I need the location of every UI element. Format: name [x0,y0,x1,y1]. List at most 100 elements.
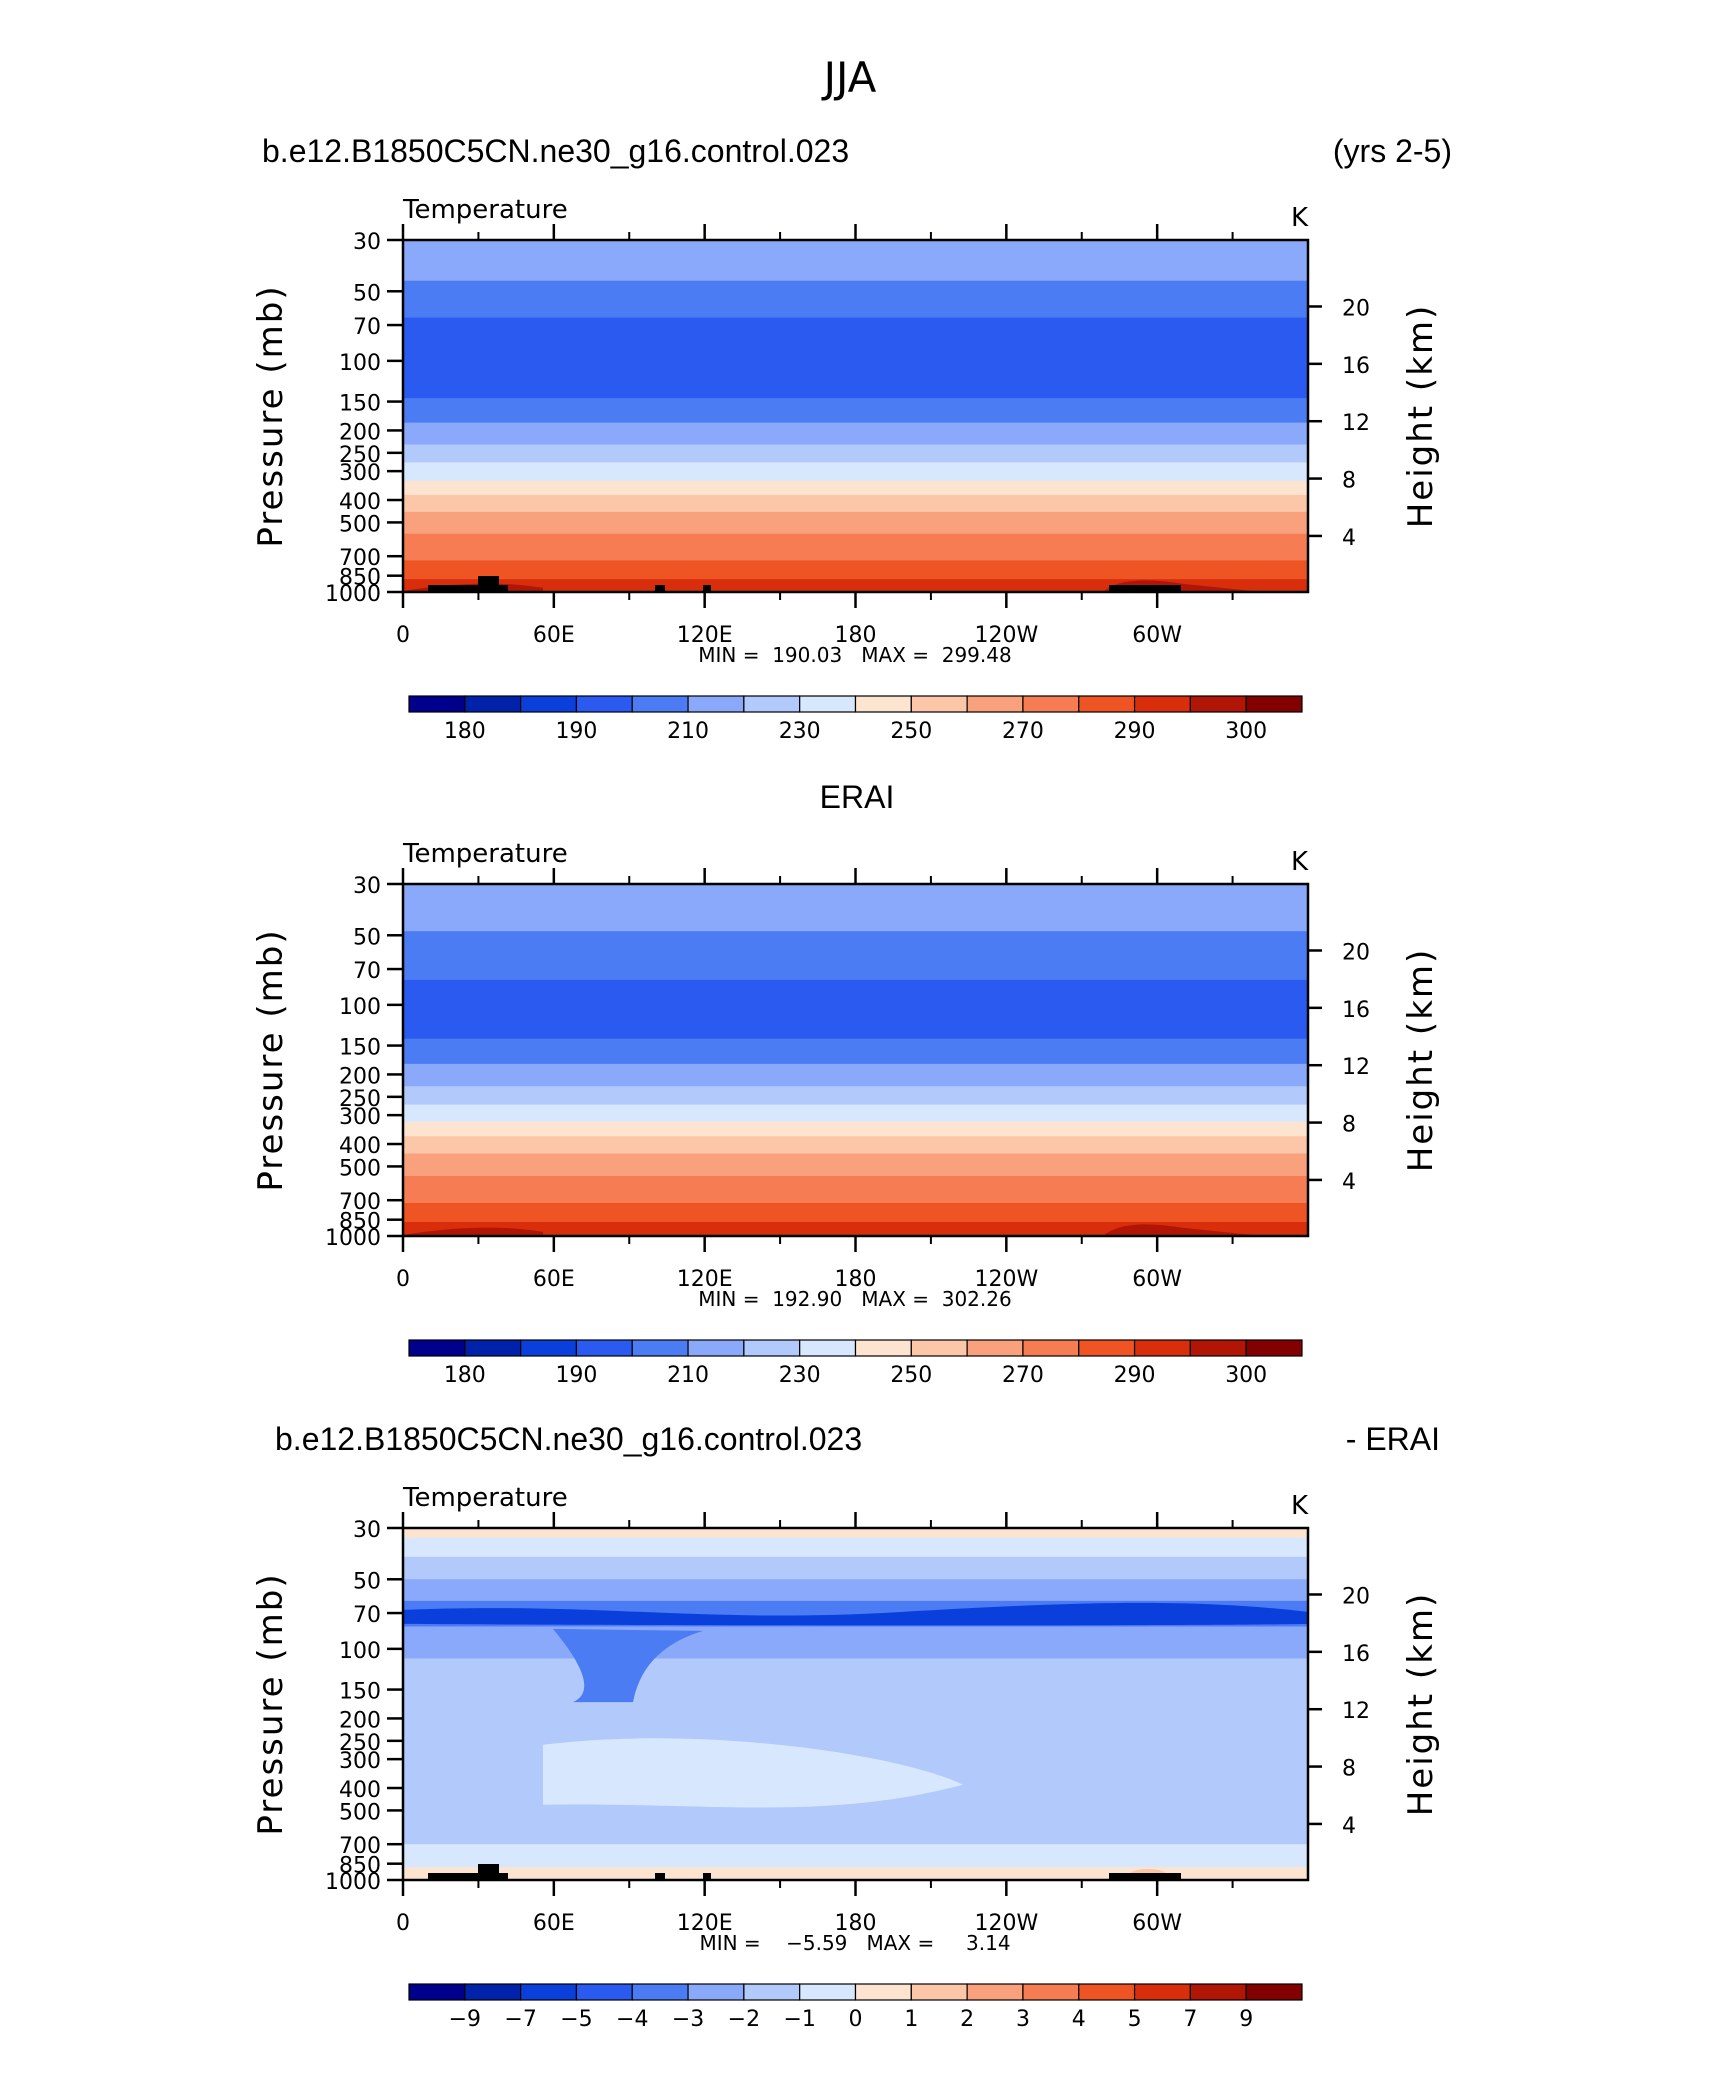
plot-model: 3050701001502002503004005007008501000201… [251,195,1441,744]
pressure-tick-label: 200 [339,420,381,445]
contour-band [403,1844,1308,1868]
colorbar-label: 250 [890,719,932,744]
height-tick-label: 4 [1342,1814,1356,1839]
colorbar-label: 270 [1002,719,1044,744]
lon-tick-label: 180 [835,1911,877,1936]
height-tick-label: 16 [1342,1642,1370,1667]
plot-diff: 3050701001502002503004005007008501000201… [251,1483,1441,2032]
colorbar-box [799,1339,857,1357]
pressure-tick-label: 400 [339,1134,381,1159]
colorbar-box [1245,695,1303,713]
pressure-axis-label: Pressure (mb) [251,1572,291,1835]
height-tick-label: 12 [1342,1055,1370,1080]
height-axis-label: Height (km) [1401,948,1441,1173]
height-tick-label: 8 [1342,1757,1356,1782]
pressure-tick-label: 300 [339,1749,381,1774]
contour-band [403,1086,1308,1106]
height-tick-label: 12 [1342,1699,1370,1724]
colorbar-box [631,1983,689,2001]
lon-tick-label: 120W [974,1267,1038,1292]
colorbar-box [464,695,522,713]
colorbar-box [520,1983,578,2001]
lon-tick-label: 120E [677,623,733,648]
min-max-label: MIN = −5.59 MAX = 3.14 [699,1931,1010,1955]
contour-field [403,240,1308,592]
contour-band [403,444,1308,464]
contour-band [403,560,1308,580]
colorbar-label: 300 [1225,1363,1267,1388]
height-tick-label: 8 [1342,1113,1356,1138]
topography-block [478,576,499,592]
diff-minimum-band [403,1602,1308,1626]
lon-tick-label: 60W [1132,1267,1182,1292]
contour-band [403,579,1308,592]
colorbar-label: −4 [616,2007,648,2032]
panel-diff-right-title: - ERAI [1346,1421,1440,1457]
colorbar-box [1078,695,1136,713]
contour-band [403,422,1308,446]
colorbar-box [854,1339,912,1357]
min-max-label: MIN = 192.90 MAX = 302.26 [698,1287,1011,1311]
height-tick-label: 20 [1342,940,1370,965]
colorbar-label: 180 [444,1363,486,1388]
colorbar-box [854,695,912,713]
contour-band [403,1153,1308,1177]
colorbar-box [464,1983,522,2001]
contour-band [403,1222,1308,1236]
contour-band [403,511,1308,535]
contour-band [403,884,1308,932]
colorbar-box [1133,1983,1191,2001]
colorbar-box [1189,1983,1247,2001]
colorbar-box [1245,1983,1303,2001]
colorbar-box [408,695,466,713]
contour-band [403,1579,1308,1602]
colorbar-label: 210 [667,719,709,744]
contour-band [403,1104,1308,1123]
surface-warm-region [1103,1224,1263,1236]
contour-band [403,1867,1308,1880]
colorbar-label: 270 [1002,1363,1044,1388]
colorbar-box [1189,1339,1247,1357]
pressure-tick-label: 30 [353,874,381,899]
contour-band [403,462,1308,482]
pressure-tick-label: 850 [339,1854,381,1879]
contour-field [403,884,1308,1236]
pressure-tick-label: 100 [339,1639,381,1664]
lon-tick-label: 0 [396,623,410,648]
lon-tick-label: 180 [835,623,877,648]
contour-band [403,979,1308,1040]
height-tick-label: 16 [1342,354,1370,379]
pressure-tick-label: 400 [339,1778,381,1803]
pressure-tick-label: 400 [339,490,381,515]
lon-tick-label: 120E [677,1911,733,1936]
panel-diff-left-title: b.e12.B1850C5CN.ne30_g16.control.023 [275,1421,862,1457]
height-axis-label: Height (km) [1401,1592,1441,1817]
colorbar-box [1022,695,1080,713]
contour-band [403,1556,1308,1580]
colorbar-box [1189,695,1247,713]
contour-band [403,1136,1308,1155]
colorbar-label: 290 [1114,1363,1156,1388]
colorbar-label: −3 [672,2007,704,2032]
height-tick-label: 8 [1342,469,1356,494]
pressure-tick-label: 70 [353,1603,381,1628]
colorbar-box [854,1983,912,2001]
colorbar-box [1078,1339,1136,1357]
contour-band [403,533,1308,562]
height-tick-label: 4 [1342,526,1356,551]
pressure-tick-label: 500 [339,1800,381,1825]
contour-band [403,1203,1308,1223]
colorbar-box [631,695,689,713]
pressure-tick-label: 150 [339,1036,381,1061]
panel-model-left-title: b.e12.B1850C5CN.ne30_g16.control.023 [262,133,849,169]
pressure-tick-label: 150 [339,1680,381,1705]
contour-field [403,1528,1308,1880]
lon-tick-label: 60E [533,623,575,648]
pressure-tick-label: 200 [339,1708,381,1733]
contour-band [403,1175,1308,1204]
colorbar-label: −7 [504,2007,536,2032]
height-tick-label: 12 [1342,411,1370,436]
colorbar-box [520,1339,578,1357]
pressure-tick-label: 850 [339,566,381,591]
lon-tick-label: 120W [974,1911,1038,1936]
